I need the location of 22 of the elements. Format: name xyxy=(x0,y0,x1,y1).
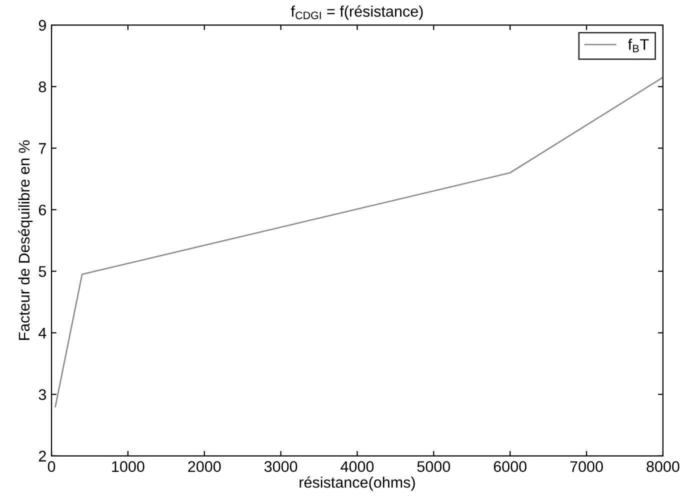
y-tick-label: 7 xyxy=(38,143,46,154)
legend-label: f$_{B}$T xyxy=(628,38,649,52)
x-tick-label: 0 xyxy=(48,461,56,472)
y-tick-label: 5 xyxy=(38,266,46,277)
y-tick-label: 9 xyxy=(38,20,46,31)
x-tick-label: 8000 xyxy=(646,461,680,472)
y-axis-title: Facteur de Deséquilibre en % xyxy=(18,140,33,340)
x-tick-label: 5000 xyxy=(417,461,450,472)
y-tick-label: 4 xyxy=(38,328,46,338)
y-tick-label: 6 xyxy=(38,204,46,216)
chart-title: f$_{CDGI}$ = f(résistance) xyxy=(290,5,423,20)
x-tick-label: 7000 xyxy=(570,461,603,472)
y-tick-label: 8 xyxy=(38,81,46,92)
x-tick-label: 1000 xyxy=(112,461,144,472)
x-tick-label: 2000 xyxy=(188,461,221,472)
x-tick-label: 3000 xyxy=(264,461,298,472)
x-tick-label: 4000 xyxy=(340,461,374,472)
y-tick-label: 2 xyxy=(38,450,46,462)
x-tick-label: 6000 xyxy=(494,461,526,472)
y-tick-label: 3 xyxy=(38,389,46,400)
x-axis-title: résistance(ohms) xyxy=(300,476,415,491)
line-series xyxy=(54,76,663,408)
